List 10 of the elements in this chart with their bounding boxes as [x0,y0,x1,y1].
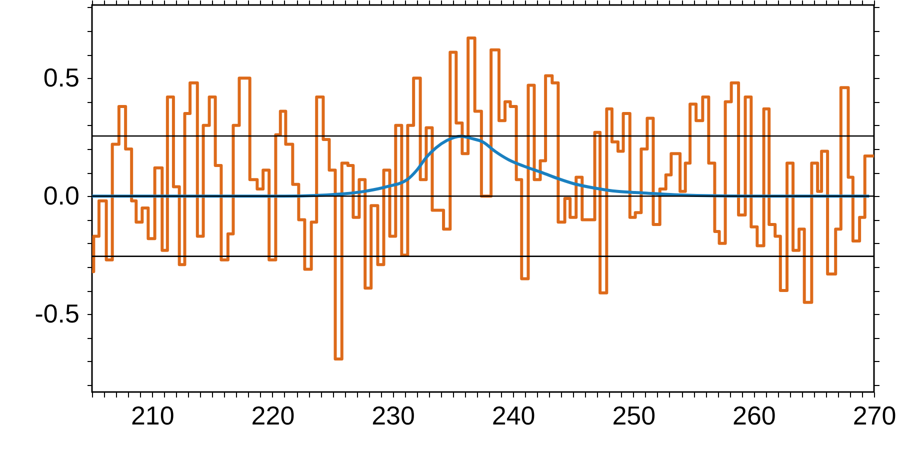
y-tick-label: 0.0 [43,180,80,211]
y-tick-label: 0.5 [43,62,80,93]
x-tick-label: 260 [732,400,776,430]
x-tick-label: 270 [852,400,896,430]
x-tick-label: 220 [251,400,295,430]
y-tick-label: -0.5 [34,298,80,329]
x-tick-label: 250 [612,400,656,430]
x-tick-label: 230 [372,400,415,430]
x-tick-label: 240 [492,400,536,430]
x-tick-label: 210 [130,400,174,430]
